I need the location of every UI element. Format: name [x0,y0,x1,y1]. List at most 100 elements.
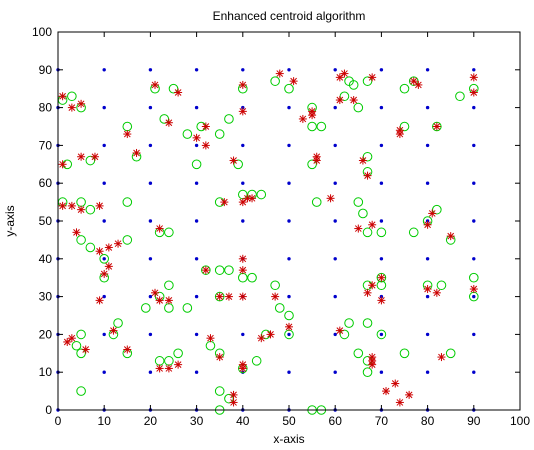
estimated-marker-d2 [239,81,247,89]
actual-node-point [362,318,373,328]
estimated-node-point [248,194,257,203]
estimated-node-point [368,281,377,290]
estimated-marker-d2 [354,225,362,232]
estimated-marker-d2 [156,225,163,232]
estimated-marker-d2 [239,198,247,206]
estimated-marker-d2 [382,387,390,395]
anchor-point [333,181,337,185]
estimated-marker-d2 [230,391,237,399]
anchor-point [102,181,106,185]
estimated-marker-d2 [156,297,163,304]
actual-node-point [362,367,373,378]
anchor-point [472,294,476,299]
estimated-node-point [132,148,141,157]
estimated-node-point [72,228,81,237]
estimated-node-point [81,345,90,354]
estimated-node-point [289,77,298,86]
anchor-point [333,332,337,337]
estimated-marker-d2 [100,270,108,278]
actual-node-point [376,227,387,238]
estimated-node-point [358,156,367,165]
estimated-marker-d2 [341,70,348,77]
estimated-marker-d2 [151,81,159,89]
anchor-point [148,257,153,261]
anchor-point [102,257,106,261]
estimated-marker-d2 [96,202,103,210]
anchor-point [287,105,291,110]
actual-node-point [353,348,364,359]
estimated-marker-d2 [82,346,90,353]
actual-node-point [76,329,86,340]
anchor-point [194,294,199,299]
anchor-point [241,219,245,223]
estimated-node-point [446,232,455,241]
estimated-marker-d2 [239,365,247,372]
actual-node-point [164,227,174,238]
estimated-node-point [432,288,441,297]
estimated-node-point [58,201,67,210]
actual-node-point [432,121,442,132]
x-axis-label: x-axis [273,432,304,446]
estimated-marker-d2 [77,153,85,161]
estimated-marker-d2 [364,172,371,179]
estimated-node-point [67,334,76,343]
estimated-node-point [271,292,280,301]
estimated-node-point [114,239,123,248]
anchor-point [379,370,384,374]
estimated-node-point [312,156,321,165]
estimated-node-point [104,262,113,271]
estimated-marker-d2 [151,289,159,297]
estimated-node-point [58,160,67,169]
estimated-marker-d2 [239,255,247,263]
estimated-node-point [405,390,414,399]
estimated-marker-d2 [225,293,233,300]
anchor-point [333,294,337,299]
estimated-marker-d2 [378,297,385,304]
estimated-marker-d2 [368,74,376,81]
estimated-node-point [192,133,201,142]
estimated-node-point [377,296,386,305]
estimated-marker-d2 [405,391,413,399]
estimated-marker-d2 [68,202,76,210]
actual-node-point [311,197,322,207]
estimated-node-point [201,141,210,150]
x-tick-label: 0 [55,414,62,428]
estimated-marker-d2 [110,327,117,334]
x-tick-label: 100 [510,414,530,428]
estimated-node-point [229,398,238,407]
anchor-point [194,219,199,223]
chart-title: Enhanced centroid algorithm [213,9,366,23]
estimated-node-point [298,114,307,123]
actual-node-point [358,208,368,219]
actual-node-point [469,272,479,283]
estimated-node-point [174,360,183,369]
actual-node-point [182,303,193,313]
estimated-marker-d2 [77,100,85,108]
estimated-node-point [201,266,210,275]
actual-node-point [182,129,193,139]
estimated-marker-d2 [216,293,224,300]
actual-node-point [284,310,294,321]
anchor-point [425,370,430,374]
actual-node-point [436,280,447,291]
anchor-point [287,332,291,337]
estimated-node-point [469,88,478,97]
actual-node-point [122,197,133,207]
estimated-marker-d2 [77,206,85,214]
estimated-marker-d2 [447,232,455,240]
actual-node-point [344,318,354,328]
anchor-point [472,332,476,337]
anchor-point [148,68,153,72]
estimated-node-point [206,334,215,343]
x-tick-label: 30 [190,414,204,428]
estimated-marker-d2 [248,194,256,202]
estimated-marker-d2 [313,157,321,164]
estimated-node-point [164,364,173,373]
actual-node-point [256,189,267,200]
estimated-marker-d2 [368,353,376,361]
estimated-marker-d2 [336,96,344,104]
estimated-marker-d2 [105,263,113,270]
estimated-node-point [109,326,118,335]
anchor-point [148,143,153,148]
